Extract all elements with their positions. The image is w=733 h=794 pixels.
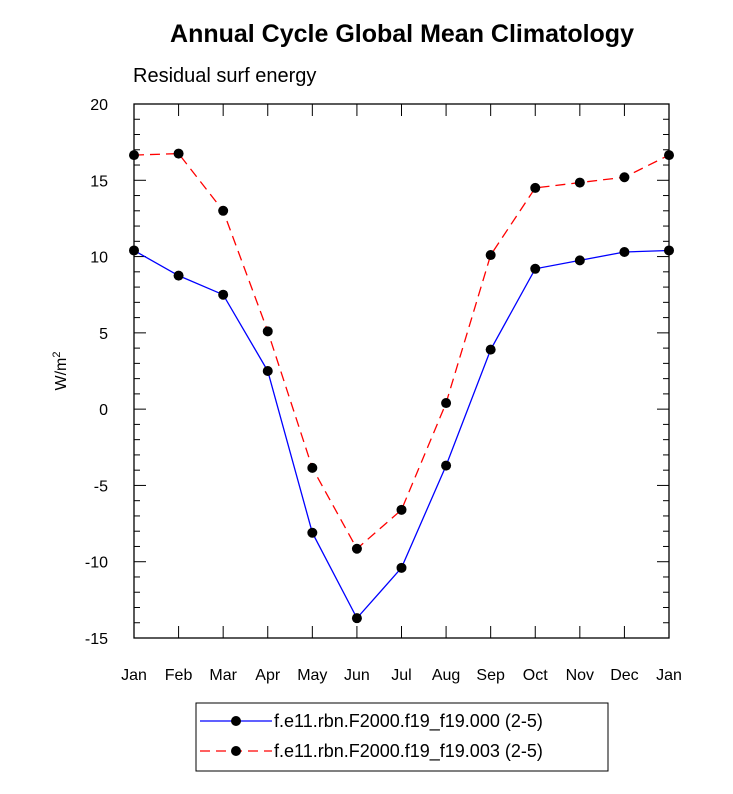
legend: f.e11.rbn.F2000.f19_f19.000 (2-5) f.e11.r… [195, 702, 609, 772]
x-tick-label: Oct [523, 667, 548, 684]
series-2-point [396, 504, 407, 515]
x-tick-label: Dec [610, 667, 638, 684]
legend-label-1: f.e11.rbn.F2000.f19_f19.000 (2-5) [274, 711, 543, 732]
y-tick-label: 15 [90, 173, 108, 190]
series-1-point [619, 246, 630, 257]
series-2-point [441, 398, 452, 409]
series-2-point [351, 543, 362, 554]
series-2-point [262, 326, 273, 337]
series-1-point [574, 255, 585, 266]
y-axis-label-exponent: 2 [51, 352, 63, 358]
x-tick-label: Mar [209, 667, 237, 684]
x-tick-label: Jan [121, 667, 147, 684]
y-tick-label: 0 [99, 402, 108, 419]
y-axis-label: W/m2 [51, 352, 70, 391]
y-tick-label: -5 [94, 478, 108, 495]
legend-marker-1 [231, 716, 241, 726]
y-tick-label: -15 [85, 631, 108, 648]
series-2-point [173, 148, 184, 159]
x-tick-label: Aug [432, 667, 460, 684]
series-1-point [485, 344, 496, 355]
series-2-point [530, 182, 541, 193]
series-1-point [396, 562, 407, 573]
series-1-point [441, 460, 452, 471]
y-axis-label-unit: W/m [53, 358, 70, 391]
series-1-point [530, 263, 541, 274]
series-layer [129, 148, 674, 624]
x-tick-label: Feb [165, 667, 193, 684]
series-line-2 [133, 152, 670, 550]
y-tick-label: -10 [85, 555, 108, 572]
series-1-point [218, 289, 229, 300]
series-1-point [262, 366, 273, 376]
y-tick-label: 10 [90, 250, 108, 267]
series-1-point [173, 270, 184, 281]
chart-subtitle: Residual surf energy [133, 65, 316, 87]
legend-marker-2 [231, 746, 241, 756]
series-2-point [574, 177, 585, 188]
x-tick-label: Jun [344, 667, 370, 684]
legend-box [195, 702, 609, 772]
x-tick-label: Sep [476, 667, 505, 684]
series-2-point [307, 462, 318, 473]
x-tick-label: Apr [255, 667, 281, 684]
series-2-point [619, 172, 630, 183]
legend-label-2: f.e11.rbn.F2000.f19_f19.003 (2-5) [274, 741, 543, 762]
x-tick-label: Jul [391, 667, 411, 684]
series-2-point [218, 205, 229, 216]
series-2-point [485, 250, 496, 261]
y-tick-label: 20 [90, 97, 108, 114]
y-tick-label: 5 [99, 326, 108, 343]
x-tick-label: Jan [656, 667, 682, 684]
chart-title: Annual Cycle Global Mean Climatology [170, 20, 634, 48]
series-1-point [351, 613, 362, 624]
axis-ticks: -15 -10 -5 0 5 10 15 20 Jan Feb Mar Apr May Jun Jul Aug… [85, 97, 682, 684]
x-tick-label: May [297, 667, 327, 684]
x-tick-label: Nov [566, 667, 594, 684]
plot-frame [133, 103, 670, 639]
series-1-point [307, 527, 318, 538]
